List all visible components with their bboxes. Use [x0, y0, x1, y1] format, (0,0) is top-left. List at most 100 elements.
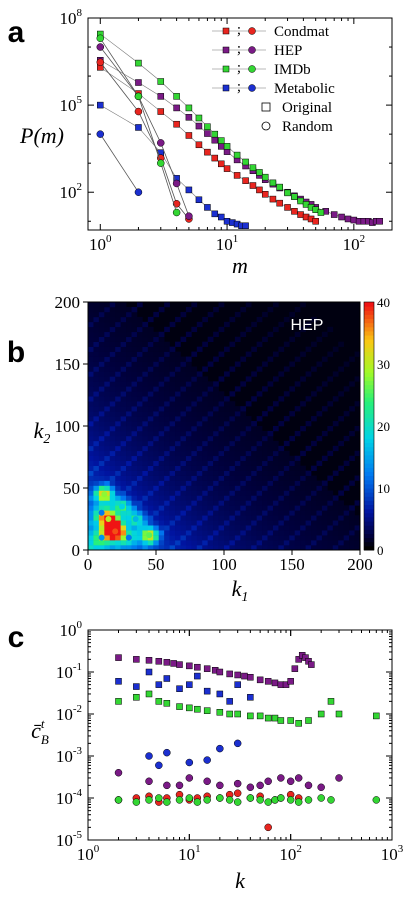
heatmap-cell — [153, 426, 160, 432]
heatmap-cell — [272, 480, 279, 486]
heatmap-cell — [338, 391, 344, 397]
heatmap-cell — [229, 505, 236, 511]
heatmap-cell — [98, 346, 105, 352]
data-point-imdb — [372, 796, 381, 804]
heatmap-cell — [93, 495, 100, 501]
heatmap-cell — [115, 371, 121, 377]
data-point-imdb — [317, 710, 325, 718]
heatmap-cell — [332, 495, 339, 501]
heatmap-cell — [289, 361, 296, 367]
heatmap-cell — [180, 371, 187, 377]
heatmap-cell — [224, 401, 230, 407]
heatmap-cell — [120, 396, 127, 402]
colorbar-tick-label: 10 — [377, 481, 390, 496]
heatmap-cell — [349, 515, 355, 521]
heatmap-cell — [164, 386, 170, 392]
heatmap-cell — [256, 500, 263, 506]
heatmap-cell — [88, 302, 94, 308]
heatmap-cell — [262, 435, 268, 442]
heatmap-cell — [115, 440, 121, 447]
data-point-hep — [277, 774, 285, 782]
heatmap-cell — [272, 302, 279, 308]
heatmap-cell — [283, 440, 290, 447]
data-point-imdb — [305, 717, 312, 724]
colorbar-segment — [364, 467, 374, 472]
heatmap-cell — [327, 530, 334, 536]
heatmap-cell — [175, 416, 181, 422]
heatmap-cell — [338, 545, 344, 551]
heatmap-cell — [224, 535, 230, 541]
heatmap-cell — [104, 426, 111, 432]
heatmap-cell — [142, 475, 149, 481]
data-point-imdb — [157, 78, 165, 85]
heatmap-cell — [305, 445, 312, 452]
heatmap-cell — [251, 460, 257, 466]
heatmap-cell — [294, 490, 301, 496]
heatmap-cell — [272, 520, 279, 526]
heatmap-cell — [207, 535, 214, 541]
colorbar-segment — [364, 355, 374, 361]
heatmap-cell — [240, 535, 247, 541]
heatmap-cell — [88, 510, 94, 516]
data-point-imdb — [175, 796, 184, 804]
heatmap-cell — [93, 470, 100, 476]
heatmap-cell — [283, 525, 290, 531]
heatmap-cell — [180, 510, 187, 516]
heatmap-cell — [93, 406, 100, 412]
heatmap-cell — [120, 371, 127, 377]
heatmap-cell — [93, 520, 100, 526]
heatmap-cell — [115, 525, 121, 531]
heatmap-cell — [262, 530, 268, 536]
heatmap-cell — [120, 316, 127, 323]
heatmap-cell — [104, 460, 111, 466]
heatmap-cell — [267, 445, 274, 452]
heatmap-cell — [272, 326, 279, 333]
heatmap-cell — [196, 426, 203, 432]
heatmap-cell — [202, 465, 208, 471]
heatmap-cell — [126, 391, 132, 397]
heatmap-cell — [191, 386, 198, 392]
colorbar-segment — [364, 496, 374, 501]
heatmap-cell — [272, 495, 279, 501]
y-tick-label: 10-3 — [56, 745, 83, 766]
colorbar-segment — [364, 488, 374, 493]
heatmap-cell — [321, 455, 328, 462]
data-point-hep — [185, 212, 193, 220]
heatmap-cell — [245, 500, 252, 506]
series-line-condmat — [99, 61, 190, 220]
heatmap-cell — [93, 455, 100, 462]
data-point-hep — [256, 781, 264, 790]
heatmap-cell — [180, 356, 187, 362]
heatmap-cell — [115, 500, 121, 506]
heatmap-cell — [196, 416, 203, 422]
heatmap-cell — [229, 430, 236, 437]
heatmap-cell — [115, 316, 121, 323]
heatmap-cell — [153, 470, 160, 476]
heatmap-cell — [126, 356, 132, 362]
heatmap-cell — [120, 426, 127, 432]
heatmap-cell — [240, 426, 247, 432]
heatmap-cell — [147, 336, 154, 342]
heatmap-cell — [256, 480, 263, 486]
heatmap-cell — [267, 540, 274, 546]
heatmap-cell — [98, 361, 105, 367]
heatmap-cell — [207, 495, 214, 501]
heatmap-cell — [142, 396, 149, 402]
data-point-imdb — [284, 189, 291, 197]
heatmap-cell — [191, 470, 198, 476]
heatmap-cell — [142, 371, 149, 377]
heatmap-cell — [234, 416, 241, 422]
heatmap-cell — [93, 530, 100, 536]
data-point-metabolic — [176, 685, 183, 692]
heatmap-cell — [120, 520, 127, 526]
heatmap-cell — [175, 510, 181, 516]
heatmap-cell — [158, 460, 165, 466]
colorbar-segment — [364, 454, 374, 460]
heatmap-cell — [131, 445, 138, 452]
heatmap-cell — [153, 495, 160, 501]
heatmap-cell — [153, 411, 160, 417]
heatmap-cell — [196, 406, 203, 412]
heatmap-cell — [300, 470, 306, 476]
heatmap-cell — [93, 416, 100, 422]
